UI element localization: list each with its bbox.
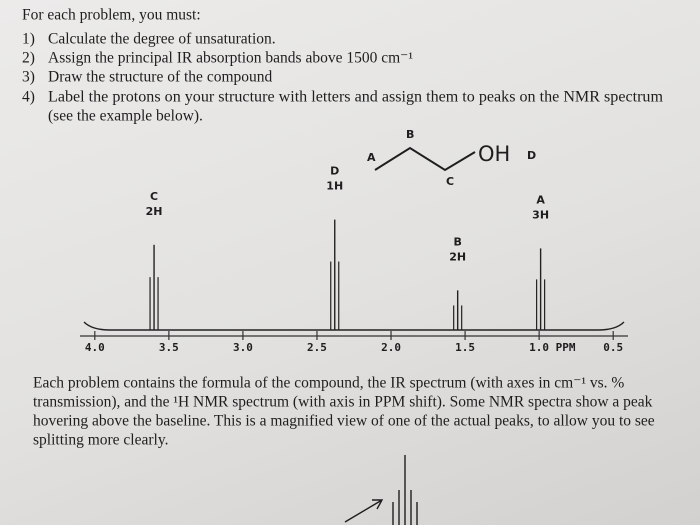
step-text: Calculate the degree of unsaturation. [48,31,276,48]
x-tick-label: 0.5 [603,341,623,354]
peak [149,244,159,330]
structure-label: B [406,128,414,141]
paragraph-line: splitting more clearly. [33,432,168,449]
step-number: 3) [22,69,35,86]
paragraph-line: transmission), and the ¹H NMR spectrum (… [33,394,653,411]
step-number: 2) [22,50,35,67]
peak [330,219,340,330]
structure-group: OH [478,142,510,166]
magnified-peak [344,455,418,525]
baseline [83,321,625,331]
step-number: 1) [22,31,35,48]
paragraph-line: Each problem contains the formula of the… [33,375,624,392]
peak-letter: B [453,235,461,248]
x-tick-label: 3.0 [233,341,253,354]
x-tick-label: 2.5 [307,341,327,354]
peak-count: 2H [449,250,466,263]
structure-label: D [527,149,536,162]
x-tick-label: 1.0 PPM [529,341,576,354]
x-tick-label: 1.5 [455,341,475,354]
paragraph-line: hovering above the baseline. This is a m… [33,413,655,430]
x-tick-label: 4.0 [85,341,105,354]
peak-letter: A [536,193,545,206]
peak-letter: D [330,165,339,178]
peak-letter: C [150,190,158,203]
x-tick-label: 2.0 [381,341,401,354]
heading: For each problem, you must: [22,7,201,24]
peak-count: 2H [146,205,163,218]
step-number: 4) [22,89,35,106]
peak [536,248,546,330]
nmr-spectrum: 4.0 3.5 3.0 2.5 2.0 1.5 1.0 PPM 0.5 C 2H D 1H B 2H A 3H [80,165,628,354]
structure-label: A [367,151,376,164]
step-text: Label the protons on your structure with… [48,89,663,106]
step-text: Assign the principal IR absorption bands… [48,50,413,67]
step-text: (see the example below). [48,108,203,125]
peak [453,290,463,330]
x-tick-label: 3.5 [159,341,179,354]
step-text: Draw the structure of the compound [48,69,273,86]
peak-count: 1H [326,180,343,193]
peak-count: 3H [532,208,549,221]
bond-line [374,146,476,172]
structure-label: C [446,175,454,188]
